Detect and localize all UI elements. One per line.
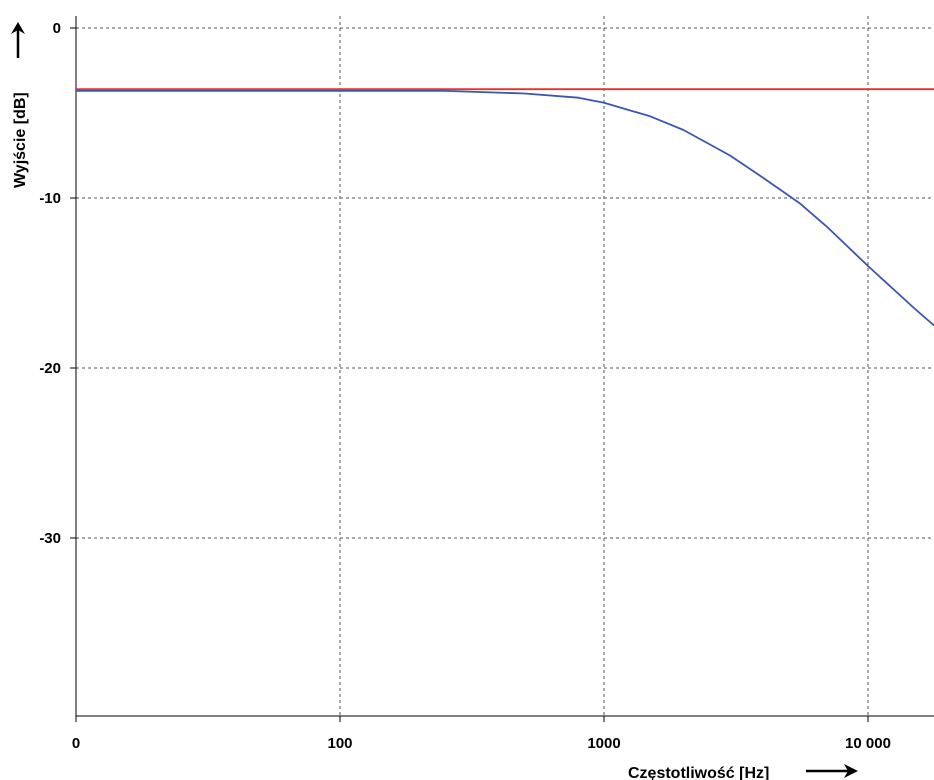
y-tick-label: -10: [39, 190, 61, 207]
y-axis-title: Wyjście [dB]: [12, 92, 29, 188]
x-tick-label: 0: [72, 735, 80, 752]
y-tick-label: 0: [53, 20, 61, 37]
series-group: [76, 88, 934, 327]
y-tick-label: -20: [39, 360, 61, 377]
x-tick-label: 1000: [587, 735, 620, 752]
tick-labels: 0 100 1000 10 000 0 -10 -20 -30: [39, 20, 891, 752]
y-axis-arrow-icon: [11, 22, 25, 58]
x-axis-title: Częstotliwość [Hz]: [628, 765, 769, 780]
x-tick-label: 10 000: [845, 735, 891, 752]
x-axis-arrow-icon: [806, 764, 858, 778]
x-tick-label: 100: [327, 735, 352, 752]
grid: [76, 16, 934, 716]
y-tick-label: -30: [39, 530, 61, 547]
axes: [75, 16, 934, 717]
series-line-2: [76, 90, 934, 327]
